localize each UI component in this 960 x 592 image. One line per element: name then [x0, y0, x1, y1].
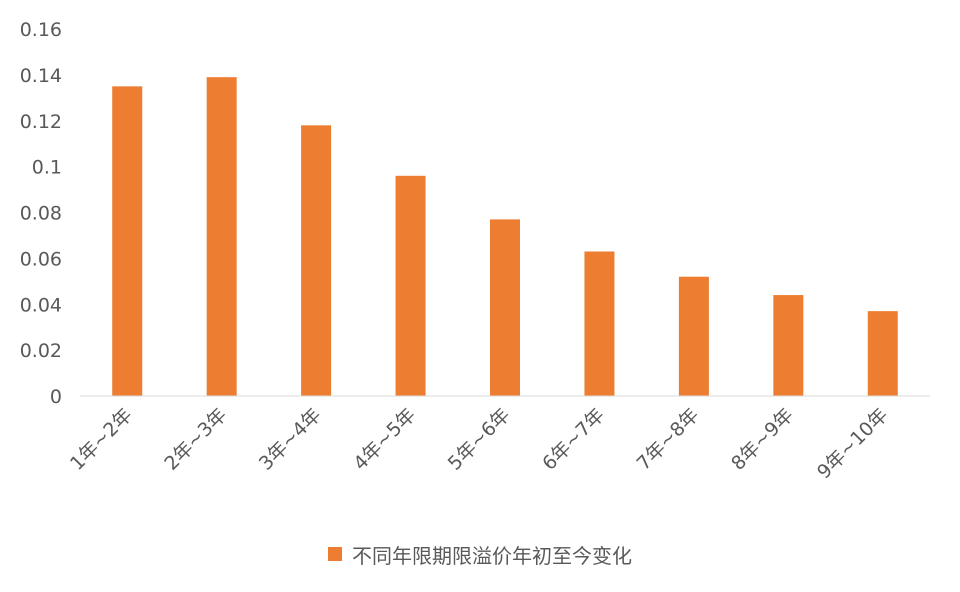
x-tick-label: 5年~6年	[444, 404, 515, 475]
y-tick-label: 0.06	[20, 248, 62, 270]
legend-label: 不同年限期限溢价年初至今变化	[352, 543, 632, 568]
y-tick-label: 0.08	[20, 203, 62, 225]
x-tick-label: 7年~8年	[633, 404, 704, 475]
y-tick-label: 0.14	[20, 65, 62, 87]
x-tick-label: 4年~5年	[349, 404, 420, 475]
bar-chart: 0 0.02 0.04 0.06 0.08 0.1 0.12 0.14 0.16 1年~2年 2年…	[20, 19, 930, 483]
y-tick-label: 0.12	[20, 111, 62, 133]
bar	[395, 175, 426, 396]
bar	[678, 276, 709, 396]
bar-series	[112, 77, 898, 397]
bar	[490, 219, 520, 396]
y-tick-label: 0.16	[20, 19, 62, 41]
legend: 不同年限期限溢价年初至今变化	[0, 536, 960, 572]
x-tick-label: 2年~3年	[160, 404, 231, 475]
bar	[584, 251, 615, 396]
x-tick-label: 8年~9年	[727, 404, 798, 475]
y-tick-label: 0	[50, 386, 62, 408]
y-tick-label: 0.04	[20, 294, 62, 316]
bar	[301, 125, 332, 397]
bar	[206, 77, 237, 396]
x-tick-label: 1年~2年	[66, 404, 137, 475]
x-tick-label: 3年~4年	[255, 404, 326, 475]
x-axis-ticks: 1年~2年 2年~3年 3年~4年 4年~5年 5年~6年 6年~7年 7年~8年 8年~9年…	[66, 404, 892, 483]
bar	[773, 295, 804, 396]
bar	[867, 311, 898, 396]
y-tick-label: 0.1	[32, 157, 62, 179]
y-axis-ticks: 0 0.02 0.04 0.06 0.08 0.1 0.12 0.14 0.16	[20, 19, 62, 408]
x-tick-label: 9年~10年	[813, 404, 892, 483]
bar	[112, 86, 143, 396]
y-tick-label: 0.02	[20, 340, 62, 362]
x-tick-label: 6年~7年	[538, 404, 609, 475]
legend-swatch	[328, 547, 342, 561]
